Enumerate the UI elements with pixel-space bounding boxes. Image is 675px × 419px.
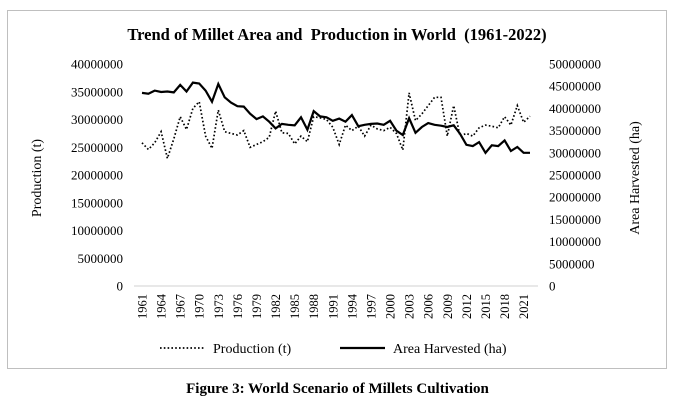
y-left-tick-label: 0	[117, 279, 124, 294]
y-left-tick-label: 35000000	[71, 84, 123, 99]
x-tick-label: 1997	[364, 294, 378, 319]
x-tick-label: 1979	[250, 294, 264, 319]
x-tick-label: 1961	[136, 294, 150, 319]
y-axis-left-label: Production (t)	[30, 139, 45, 217]
series-area-harvested-line	[141, 81, 530, 155]
x-tick-label: 2012	[460, 294, 474, 319]
figure-caption: Figure 3: World Scenario of Millets Cult…	[186, 381, 489, 397]
y-left-tick-label: 30000000	[71, 112, 123, 127]
y-left-tick-label: 40000000	[71, 57, 123, 72]
y-axis-right-label: Area Harvested (ha)	[628, 121, 643, 235]
y-right-tick-label: 40000000	[549, 101, 601, 116]
y-axis-right-ticks: 0 5000000 10000000 15000000 20000000 25000000…	[549, 57, 601, 294]
y-right-tick-label: 20000000	[549, 190, 601, 205]
chart-frame	[7, 10, 667, 369]
x-tick-label: 1994	[345, 293, 359, 319]
x-tick-label: 1991	[326, 294, 340, 319]
legend-production-label: Production (t)	[213, 342, 291, 357]
y-right-tick-label: 10000000	[549, 234, 601, 249]
x-tick-label: 1982	[269, 294, 283, 319]
x-tick-label: 1973	[212, 294, 226, 319]
y-axis-left-ticks: 0 5000000 10000000 15000000 20000000 25000000…	[71, 57, 123, 294]
y-right-tick-label: 30000000	[549, 145, 601, 160]
legend-area-label: Area Harvested (ha)	[393, 342, 507, 357]
y-right-tick-label: 25000000	[549, 168, 601, 183]
chart-title: Trend of Millet Area and Production in W…	[127, 25, 546, 44]
y-right-tick-label: 0	[549, 279, 556, 294]
x-tick-label: 1988	[307, 294, 321, 319]
x-tick-label: 1967	[174, 294, 188, 319]
legend: Production (t) Area Harvested (ha)	[160, 342, 507, 357]
y-left-tick-label: 20000000	[71, 168, 123, 183]
x-tick-label: 2000	[384, 294, 398, 319]
y-left-tick-label: 5000000	[78, 251, 124, 266]
x-tick-label: 2015	[479, 294, 493, 319]
x-tick-label: 2009	[441, 294, 455, 319]
x-tick-label: 2003	[403, 294, 417, 319]
x-tick-label: 1964	[155, 293, 169, 319]
x-tick-label: 1985	[288, 294, 302, 319]
y-right-tick-label: 50000000	[549, 57, 601, 72]
x-tick-label: 1976	[231, 294, 245, 319]
y-left-tick-label: 25000000	[71, 140, 123, 155]
y-right-tick-label: 15000000	[549, 212, 601, 227]
x-tick-label: 2006	[422, 294, 436, 319]
x-axis-ticks: 1961 1964 1967 1970 1973 1976 1979 1982 1985 1988…	[136, 293, 532, 319]
x-tick-label: 2018	[498, 294, 512, 319]
series-production-line	[141, 92, 531, 162]
y-right-tick-label: 5000000	[549, 256, 595, 271]
y-left-tick-label: 10000000	[71, 223, 123, 238]
x-tick-label: 1970	[193, 294, 207, 319]
y-left-tick-label: 15000000	[71, 195, 123, 210]
y-right-tick-label: 45000000	[549, 79, 601, 94]
y-right-tick-label: 35000000	[549, 123, 601, 138]
x-tick-label: 2021	[517, 294, 531, 319]
